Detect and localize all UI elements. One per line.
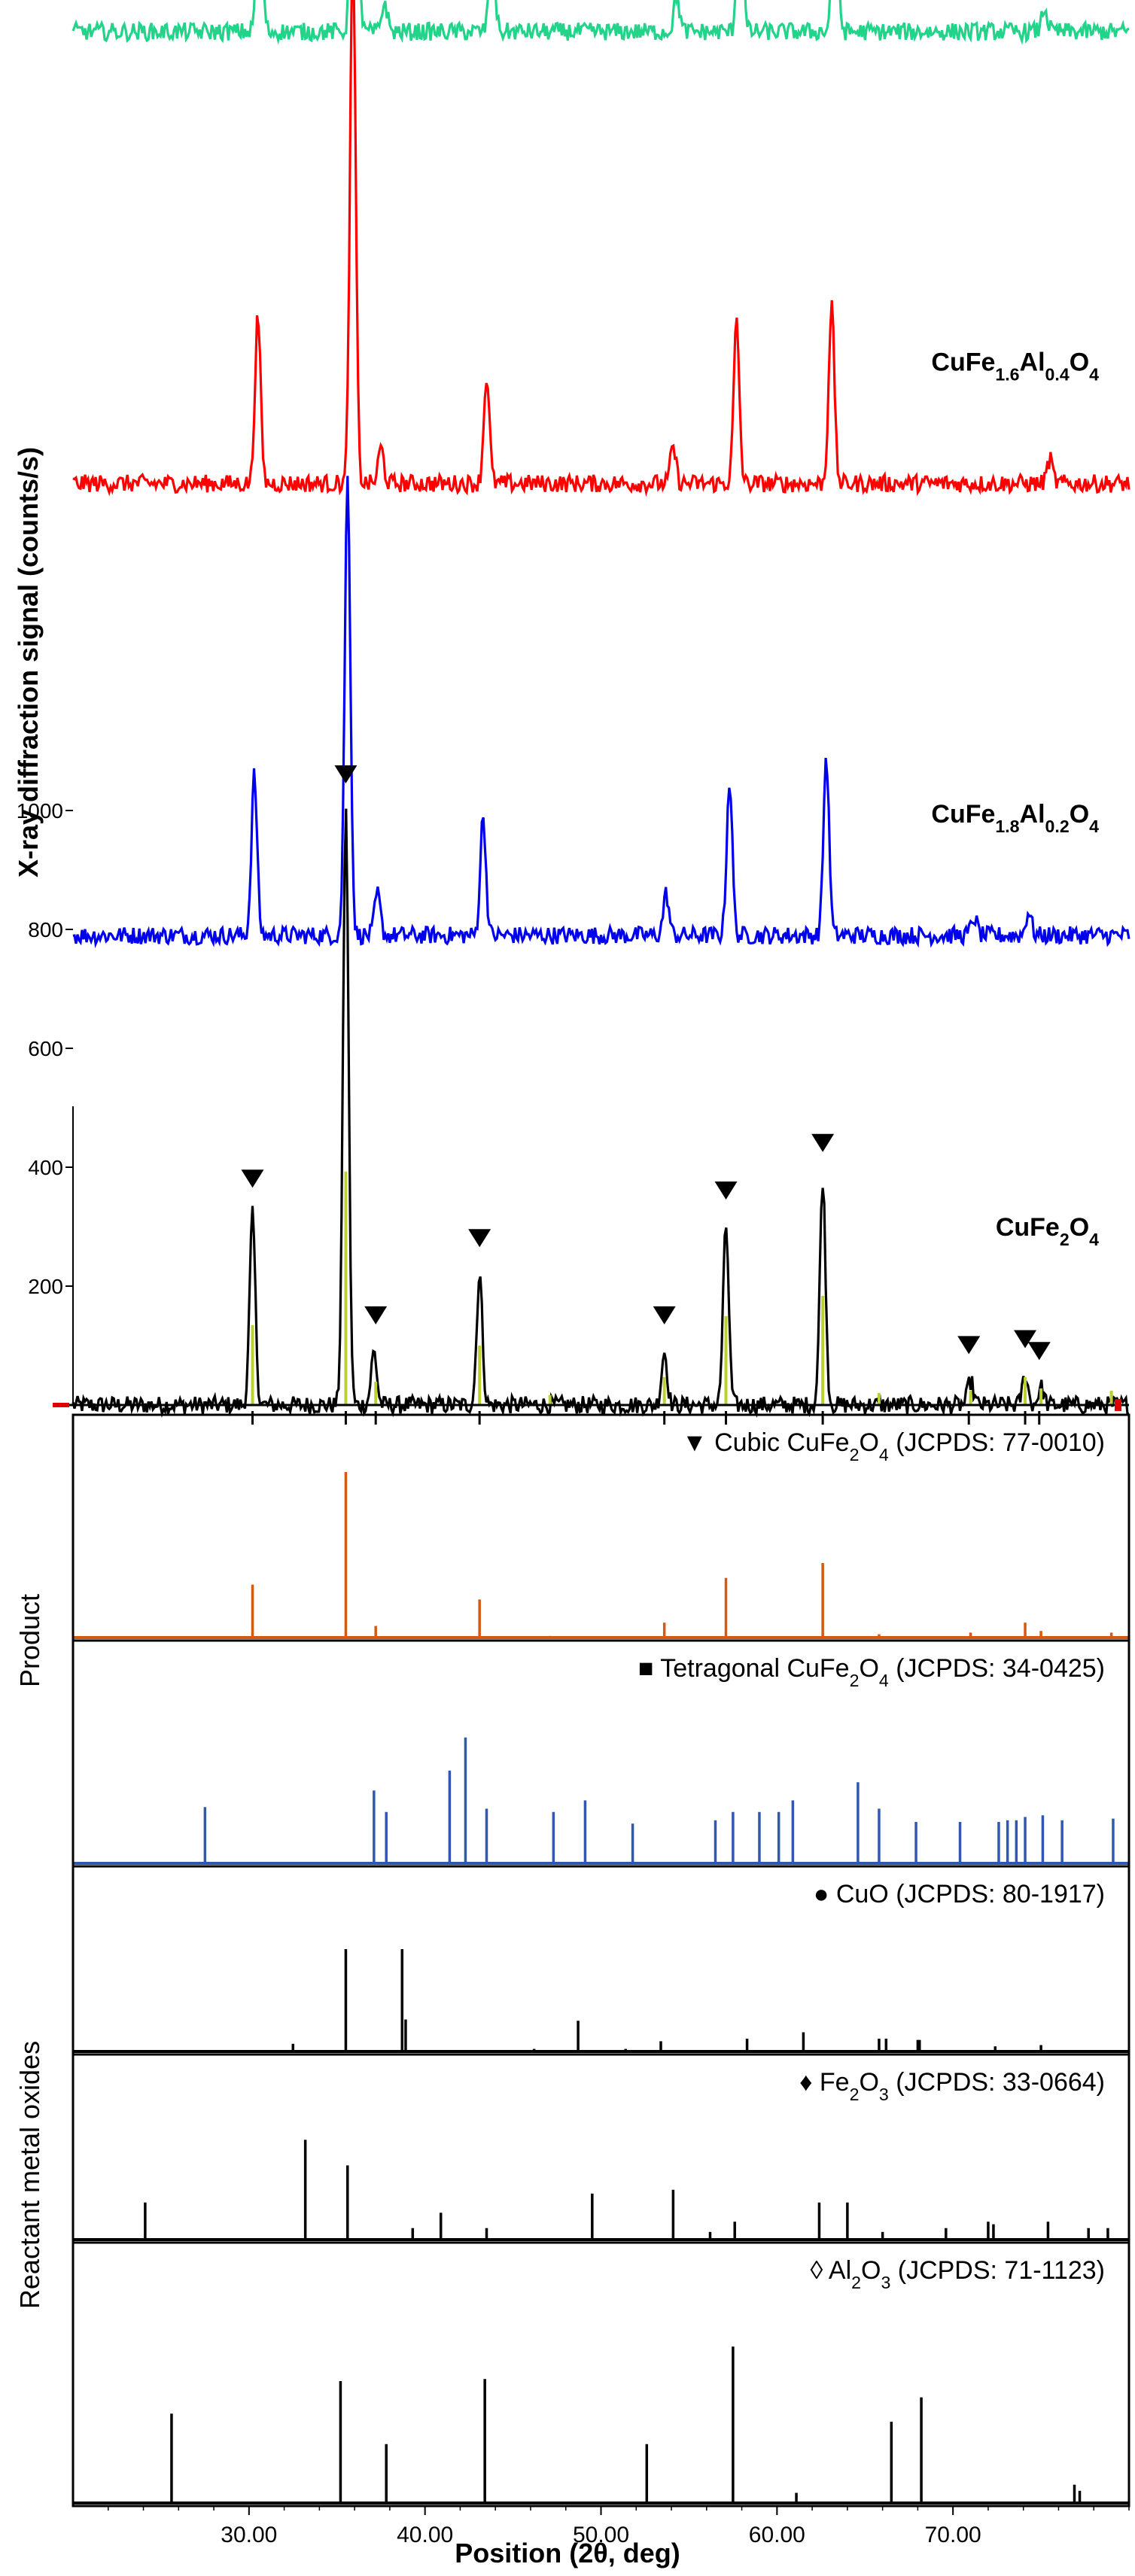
x-tick-label: 50.00: [573, 2523, 629, 2547]
trace-CuFe2O4: [72, 808, 1130, 1419]
marker-triangle: [241, 1169, 264, 1188]
reference-label: ● CuO (JCPDS: 80-1917): [814, 1880, 1105, 1908]
marker-triangle: [957, 1336, 981, 1355]
reference-label: ■ Tetragonal CuFe2O4 (JCPDS: 34-0425): [638, 1654, 1105, 1690]
section-label-reactants: Reactant metal oxides: [14, 2041, 45, 2309]
y-tick-label: 600: [28, 1037, 63, 1060]
reference-label: ▼ Cubic CuFe2O4 (JCPDS: 77-0010): [682, 1428, 1105, 1464]
x-tick-label: 60.00: [749, 2523, 805, 2547]
section-label-product: Product: [14, 1594, 45, 1687]
traces-layer: [72, 0, 1130, 1419]
series-label: CuFe2O4: [996, 1213, 1099, 1249]
reference-label: ♦ Fe2O3 (JCPDS: 33-0664): [799, 2068, 1105, 2104]
y-tick-label: 200: [28, 1275, 63, 1298]
axes-layer: [53, 810, 1130, 2515]
trace-CuFe1.6Al0.4O4: [72, 0, 1130, 497]
series-label: CuFe1.8Al0.2O4: [931, 800, 1099, 836]
x-axis-title: Position (2θ, deg): [455, 2538, 680, 2568]
y-tick-label: 400: [28, 1156, 63, 1179]
marker-triangle: [364, 1306, 388, 1324]
x-tick-label: 70.00: [925, 2523, 981, 2547]
trace-CuFe1.8Al0.2O4: [72, 476, 1130, 949]
marker-triangle: [811, 1133, 835, 1152]
series-label: CuFe1.6Al0.4O4: [931, 348, 1099, 385]
y-tick-label: 1000: [17, 799, 63, 823]
marker-triangle: [714, 1182, 738, 1200]
marker-triangle: [653, 1306, 676, 1324]
marker-triangle: [1014, 1330, 1037, 1349]
marker-triangle: [1027, 1342, 1051, 1361]
y-tick-label: 800: [28, 918, 63, 941]
reference-label: ◊ Al2O3 (JCPDS: 71-1123): [811, 2256, 1105, 2292]
y-axis-title: X-ray diffraction signal (counts/s): [13, 447, 44, 877]
marker-triangle: [468, 1229, 491, 1248]
x-tick-label: 40.00: [397, 2523, 453, 2547]
marker-triangle: [334, 765, 358, 783]
text-layer: CuFe2O4CuFe1.8Al0.2O4CuFe1.6Al0.4O4CuFe1…: [13, 348, 1105, 2569]
trace-CuFe1.4Al0.6O4: [72, 0, 1130, 45]
reference-frame: [72, 1413, 1130, 2508]
right-red-mark: [1115, 1399, 1121, 1411]
x-tick-label: 30.00: [221, 2523, 277, 2547]
left-red-mark: [53, 1403, 69, 1407]
reference-panels: [73, 1472, 1129, 2505]
